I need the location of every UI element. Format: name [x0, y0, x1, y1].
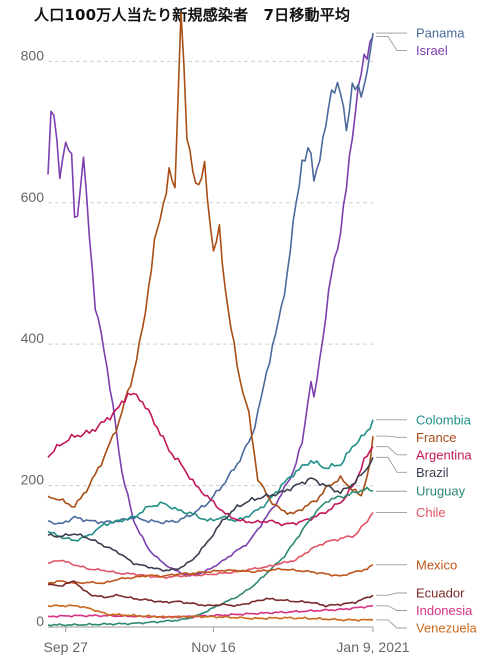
legend-label-venezuela: Venezuela: [416, 621, 477, 636]
series-line-france: [47, 11, 374, 515]
y-tick-label-800: 800: [21, 47, 45, 63]
legend-connector-indonesia: [376, 605, 407, 611]
legend-label-ecuador: Ecuador: [416, 586, 465, 601]
legend-label-mexico: Mexico: [416, 557, 457, 572]
legend-label-brazil: Brazil: [416, 465, 449, 480]
series-line-venezuela: [47, 604, 374, 622]
legend-label-argentina: Argentina: [416, 447, 472, 462]
x-tick-label-2021-01-09: Jan 9, 2021: [336, 639, 409, 655]
legend-label-israel: Israel: [416, 43, 448, 58]
y-tick-label-200: 200: [21, 472, 45, 488]
x-tick-label-2020-09-27: Sep 27: [44, 639, 89, 655]
series-line-ecuador: [47, 580, 374, 608]
y-tick-label-400: 400: [21, 330, 45, 346]
y-tick-label-0: 0: [36, 613, 44, 629]
series-line-uruguay: [47, 486, 374, 627]
legend-label-uruguay: Uruguay: [416, 484, 466, 499]
legend-connector-venezuela: [376, 619, 407, 629]
legend-connector-france: [376, 435, 407, 438]
chart-title: 人口100万人当たり新規感染者 7日移動平均: [34, 6, 351, 24]
series-line-brazil: [47, 456, 374, 572]
legend-connector-argentina: [376, 446, 407, 456]
legend-connector-ecuador: [376, 592, 407, 596]
legend-connector-brazil: [376, 456, 407, 473]
series-line-argentina: [47, 392, 374, 527]
legend-connector-israel: [376, 36, 407, 52]
series-line-colombia: [47, 419, 374, 542]
legend-label-colombia: Colombia: [416, 412, 472, 427]
legend-label-france: France: [416, 430, 456, 445]
legend-label-indonesia: Indonesia: [416, 603, 473, 618]
series-line-mexico: [47, 564, 374, 585]
y-tick-label-600: 600: [21, 189, 45, 205]
legend-label-chile: Chile: [416, 505, 446, 520]
x-tick-label-2020-11-16: Nov 16: [191, 639, 236, 655]
series-line-chile: [47, 512, 374, 579]
series-line-israel: [47, 36, 374, 577]
legend-label-panama: Panama: [416, 26, 465, 41]
series-line-panama: [47, 32, 374, 525]
